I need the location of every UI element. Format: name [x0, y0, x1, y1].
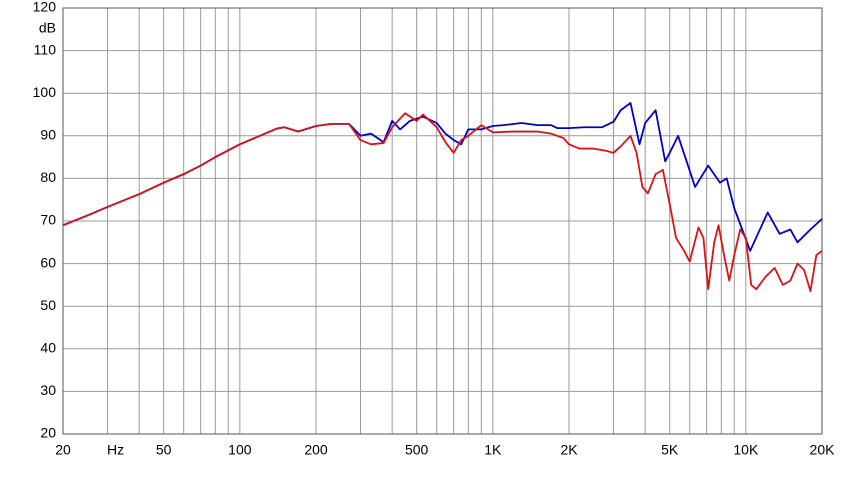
- x-tick-label: 500: [405, 442, 429, 458]
- y-tick-label: 20: [40, 425, 56, 441]
- x-tick-label: 20: [55, 442, 71, 458]
- y-tick-label: 50: [40, 297, 56, 313]
- x-tick-label: 50: [156, 442, 172, 458]
- x-tick-label: 2K: [560, 442, 578, 458]
- y-tick-label: 120: [33, 0, 57, 15]
- y-tick-label: 80: [40, 169, 56, 185]
- response-curve: [62, 112, 823, 293]
- x-tick-label: 20K: [810, 442, 836, 458]
- y-tick-label: 90: [40, 127, 56, 143]
- x-tick-label: 10K: [733, 442, 759, 458]
- x-tick-label: 100: [228, 442, 252, 458]
- x-tick-label: 1K: [484, 442, 502, 458]
- y-tick-label: 70: [40, 212, 56, 228]
- y-tick-label: 40: [40, 340, 56, 356]
- x-axis-label: Hz: [107, 442, 124, 458]
- y-tick-label: 60: [40, 254, 56, 270]
- x-tick-label: 200: [304, 442, 328, 458]
- y-axis-label: dB: [39, 20, 56, 36]
- y-tick-label: 110: [34, 41, 57, 57]
- plot-frame: [62, 7, 823, 435]
- y-tick-label: 100: [33, 84, 57, 100]
- x-tick-label: 5K: [661, 442, 679, 458]
- y-tick-label: 30: [40, 382, 56, 398]
